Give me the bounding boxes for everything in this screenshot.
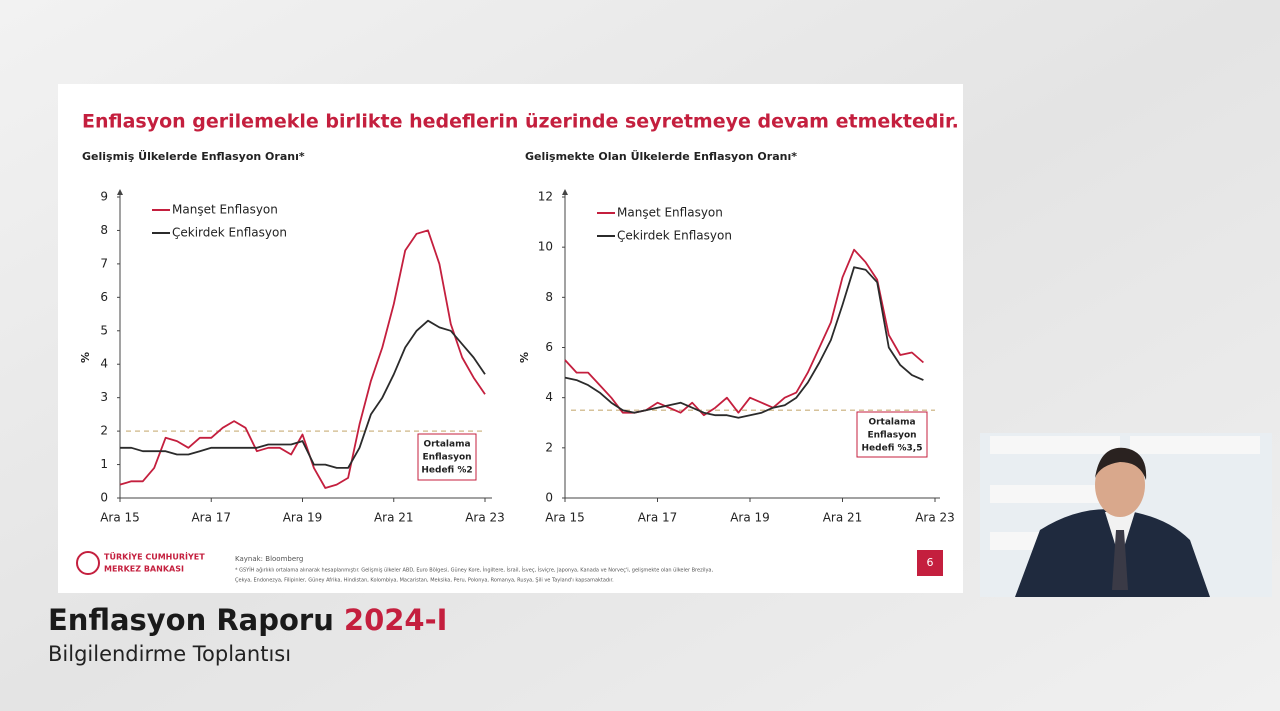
- y-tick-label: 0: [545, 491, 553, 505]
- speaker-tie: [1112, 530, 1128, 590]
- footnote: Çekya, Endonezya, Filipinler, Güney Afri…: [235, 578, 614, 584]
- annotation-text: Ortalama: [868, 418, 915, 428]
- backdrop-panel: [1130, 436, 1260, 454]
- backdrop-panel: [990, 485, 1120, 503]
- logo-text: TÜRKİYE CUMHURİYET: [104, 552, 205, 562]
- y-tick-label: 3: [100, 390, 108, 404]
- y-tick-label: 1: [100, 457, 108, 471]
- x-tick-label: Ara 15: [100, 511, 140, 525]
- annotation-text: Ortalama: [423, 440, 470, 450]
- y-axis-label: %: [518, 352, 531, 363]
- chart-title: Gelişmekte Olan Ülkelerde Enflasyon Oran…: [525, 149, 797, 163]
- annotation-text: Enflasyon: [867, 431, 916, 441]
- y-tick-label: 6: [100, 290, 108, 304]
- y-tick-label: 2: [100, 424, 108, 438]
- legend-label: Manşet Enflasyon: [617, 206, 723, 220]
- x-tick-label: Ara 17: [191, 511, 231, 525]
- footnote: * GSYİH ağırlıklı ortalama alınarak hesa…: [235, 567, 713, 574]
- x-tick-label: Ara 19: [283, 511, 323, 525]
- y-axis-arrow: [562, 189, 568, 195]
- slide-title: Enflasyon gerilemekle birlikte hedefleri…: [82, 111, 959, 133]
- annotation-box: [417, 433, 477, 481]
- y-tick-label: 6: [545, 340, 553, 354]
- legend-label: Manşet Enflasyon: [172, 203, 278, 217]
- banner-title-text: Enflasyon Raporu: [48, 603, 334, 637]
- series-line: [564, 266, 924, 419]
- legend-label: Çekirdek Enflasyon: [617, 229, 732, 243]
- y-tick-label: 9: [100, 190, 108, 204]
- y-axis-label: %: [79, 352, 92, 363]
- x-tick-label: Ara 19: [730, 511, 770, 525]
- annotation-text: Hedefi %3,5: [862, 444, 923, 454]
- banner-edition: 2024-I: [344, 603, 448, 637]
- page-number: 6: [927, 556, 934, 569]
- logo-mark: [76, 551, 100, 575]
- y-tick-label: 7: [100, 256, 108, 270]
- series-line: [119, 229, 486, 489]
- banner-subtitle: Bilgilendirme Toplantısı: [48, 642, 291, 666]
- x-tick-label: Ara 15: [545, 511, 585, 525]
- x-tick-label: Ara 23: [915, 511, 955, 525]
- speaker-hair: [1095, 447, 1147, 480]
- y-tick-label: 0: [100, 491, 108, 505]
- y-tick-label: 12: [538, 190, 553, 204]
- y-tick-label: 5: [100, 323, 108, 337]
- backdrop-panel: [990, 436, 1120, 454]
- y-tick-label: 8: [100, 223, 108, 237]
- y-tick-label: 8: [545, 290, 553, 304]
- y-tick-label: 10: [538, 240, 553, 254]
- series-line: [564, 248, 924, 417]
- y-tick-label: 4: [545, 390, 553, 404]
- logo-text: MERKEZ BANKASI: [104, 565, 184, 574]
- y-axis-arrow: [117, 189, 123, 195]
- annotation-text: Enflasyon: [422, 453, 471, 463]
- slide: [58, 84, 963, 593]
- annotation-text: Hedefi %2: [421, 466, 472, 476]
- banner-title: Enflasyon Raporu 2024-I: [48, 603, 447, 637]
- speaker-suit: [1015, 509, 1210, 597]
- x-tick-label: Ara 23: [465, 511, 505, 525]
- chart-title: Gelişmiş Ülkelerde Enflasyon Oranı*: [82, 149, 305, 163]
- x-tick-label: Ara 17: [638, 511, 678, 525]
- legend-label: Çekirdek Enflasyon: [172, 226, 287, 240]
- speaker-head: [1095, 453, 1145, 517]
- page-badge: [917, 550, 943, 576]
- source: Kaynak: Bloomberg: [235, 555, 303, 563]
- y-tick-label: 2: [545, 440, 553, 454]
- x-tick-label: Ara 21: [374, 511, 414, 525]
- annotation-box: [856, 411, 928, 458]
- y-tick-label: 4: [100, 357, 108, 371]
- video-inset: [980, 433, 1272, 597]
- x-tick-label: Ara 21: [823, 511, 863, 525]
- series-line: [120, 319, 486, 469]
